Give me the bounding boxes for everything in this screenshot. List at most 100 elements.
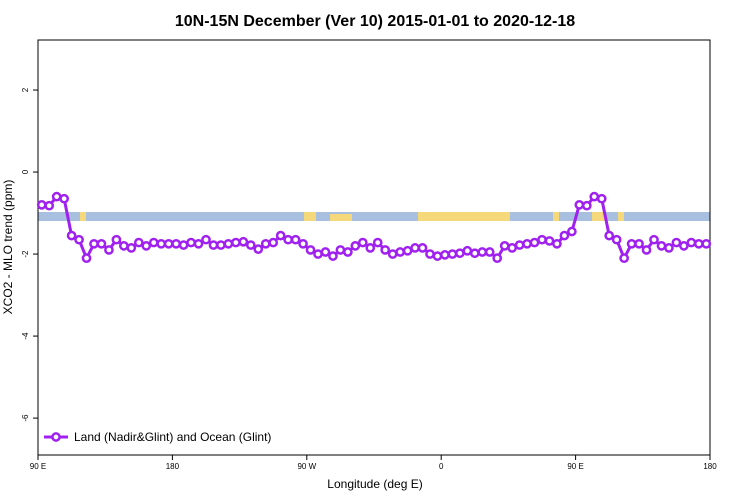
- land-patch: [618, 212, 624, 221]
- data-point: [298, 238, 308, 249]
- data-point: [477, 247, 488, 257]
- data-point: [604, 230, 615, 241]
- y-tick-label: 2: [21, 87, 30, 92]
- data-point: [245, 240, 256, 250]
- data-point: [328, 251, 338, 261]
- data-point: [552, 238, 562, 249]
- data-point: [141, 241, 152, 251]
- data-point: [567, 226, 577, 237]
- data-point: [462, 245, 473, 256]
- land-patch: [553, 212, 559, 221]
- data-point: [544, 236, 555, 246]
- data-point: [395, 247, 405, 257]
- data-point: [693, 238, 704, 249]
- data-point: [649, 234, 659, 245]
- data-point: [664, 243, 674, 253]
- x-tick-label: 0: [439, 462, 444, 471]
- land-ocean-map: [38, 212, 710, 221]
- data-point: [44, 200, 55, 211]
- data-point: [679, 241, 689, 251]
- data-point: [193, 238, 204, 249]
- data-point: [350, 241, 361, 251]
- data-point: [619, 253, 629, 264]
- data-point: [186, 237, 196, 248]
- land-patch: [592, 212, 606, 221]
- data-point: [626, 238, 637, 249]
- data-point: [171, 238, 181, 249]
- land-patch: [418, 212, 510, 221]
- data-point: [469, 248, 480, 259]
- data-point: [36, 200, 47, 210]
- land-patch: [304, 212, 316, 221]
- data-point: [216, 240, 226, 250]
- data-point: [447, 249, 458, 259]
- data-point: [574, 200, 585, 210]
- data-point: [387, 249, 398, 259]
- data-point: [641, 245, 652, 255]
- data-point: [611, 234, 622, 245]
- data-point: [96, 238, 107, 249]
- data-point: [260, 238, 271, 249]
- data-point: [104, 245, 114, 255]
- data-point: [81, 253, 92, 264]
- y-tick-label: 0: [21, 169, 30, 174]
- data-point: [656, 241, 667, 251]
- y-tick-label: -4: [21, 332, 30, 340]
- data-point: [402, 245, 413, 256]
- data-point: [671, 237, 682, 248]
- data-point: [522, 238, 532, 249]
- data-point: [596, 193, 607, 204]
- x-axis-label: Longitude (deg E): [327, 477, 422, 491]
- data-point: [305, 245, 316, 255]
- y-tick-label: -2: [21, 250, 30, 258]
- data-point: [417, 243, 428, 253]
- plot-frame: [37, 39, 711, 456]
- data-point: [275, 230, 286, 241]
- data-point: [581, 200, 592, 211]
- data-point: [313, 249, 323, 259]
- data-point: [59, 193, 69, 204]
- data-point: [686, 237, 697, 248]
- data-point: [178, 240, 189, 250]
- ocean-strip: [38, 212, 710, 221]
- data-point: [343, 247, 353, 257]
- data-point: [148, 237, 159, 248]
- data-point: [484, 247, 495, 257]
- data-point: [537, 234, 547, 245]
- data-point: [74, 234, 84, 245]
- data-point: [634, 238, 644, 249]
- data-point: [119, 241, 129, 251]
- data-point: [201, 234, 211, 245]
- data-point: [499, 241, 510, 251]
- data-point: [514, 240, 525, 250]
- x-tick-label: 90 W: [297, 462, 316, 471]
- data-point: [238, 236, 249, 247]
- data-point: [126, 243, 137, 253]
- data-point: [365, 243, 376, 253]
- x-tick-label: 90 E: [30, 462, 46, 471]
- data-point: [507, 243, 517, 253]
- y-tick-label: -6: [21, 414, 30, 422]
- chart-title: 10N-15N December (Ver 10) 2015-01-01 to …: [175, 13, 575, 30]
- data-point: [410, 243, 420, 253]
- data-point: [372, 237, 383, 248]
- data-point: [357, 237, 368, 248]
- data-point: [589, 191, 600, 202]
- data-point: [335, 245, 346, 255]
- data-point: [290, 234, 301, 245]
- data-point: [380, 245, 391, 255]
- legend-marker: [51, 432, 61, 442]
- data-point: [559, 230, 570, 241]
- data-point: [701, 238, 712, 249]
- data-point: [432, 251, 443, 261]
- data-point: [156, 238, 167, 249]
- data-point: [268, 237, 279, 248]
- data-point: [440, 250, 450, 260]
- data-point: [111, 234, 122, 245]
- data-point: [492, 253, 503, 264]
- data-point: [208, 240, 219, 250]
- data-point: [455, 248, 465, 259]
- x-tick-label: 180: [166, 462, 180, 471]
- data-point: [425, 249, 435, 259]
